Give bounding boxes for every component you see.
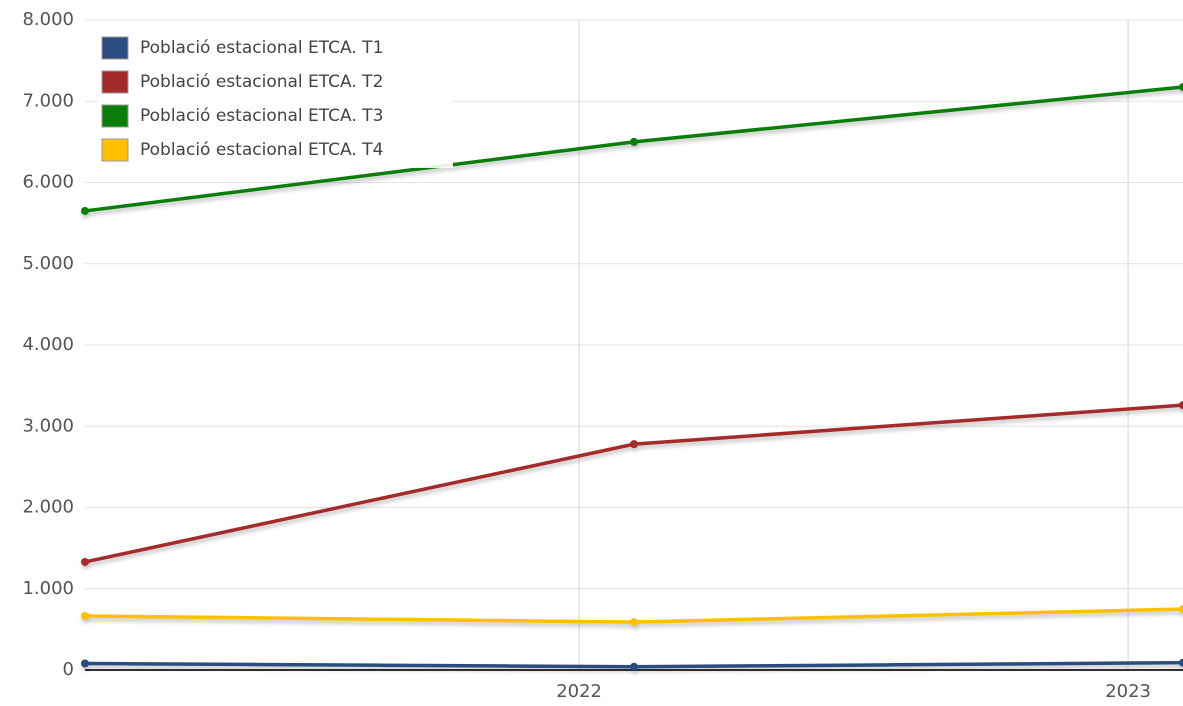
legend-label: Població estacional ETCA. T2 [140, 72, 383, 92]
series-line [84, 403, 1183, 564]
legend-swatch [101, 138, 129, 162]
data-point [81, 659, 89, 668]
series [81, 658, 1183, 671]
x-tick-label: 2023 [1105, 681, 1151, 702]
legend-swatch [101, 70, 129, 94]
y-tick-label: 0 [63, 659, 74, 680]
legend-swatch [101, 104, 129, 128]
series [81, 605, 1183, 627]
legend-label: Població estacional ETCA. T1 [140, 38, 383, 58]
y-tick-label: 3.000 [22, 415, 74, 436]
x-tick-label: 2022 [556, 681, 602, 702]
y-tick-label: 7.000 [22, 90, 74, 111]
data-point [630, 440, 638, 449]
y-tick-label: 4.000 [22, 334, 74, 355]
data-point [1179, 605, 1183, 614]
data-point [1179, 83, 1183, 92]
legend-label: Població estacional ETCA. T3 [140, 106, 383, 126]
y-tick-label: 1.000 [22, 578, 74, 599]
data-point [81, 206, 89, 215]
data-point [1179, 658, 1183, 667]
y-tick-label: 5.000 [22, 253, 74, 274]
data-point [630, 662, 638, 671]
data-point [81, 611, 89, 620]
legend-box [98, 32, 453, 168]
legend-label: Població estacional ETCA. T4 [140, 140, 383, 160]
y-tick-label: 6.000 [22, 172, 74, 193]
y-tick-label: 8.000 [22, 9, 74, 30]
legend-swatch [101, 36, 129, 60]
data-point [81, 557, 89, 566]
data-point [630, 618, 638, 627]
series [81, 83, 1183, 215]
y-tick-label: 2.000 [22, 497, 74, 518]
series [81, 401, 1183, 566]
data-point [1179, 401, 1183, 410]
legend: Població estacional ETCA. T1 Població est… [98, 32, 453, 168]
data-point [630, 137, 638, 146]
